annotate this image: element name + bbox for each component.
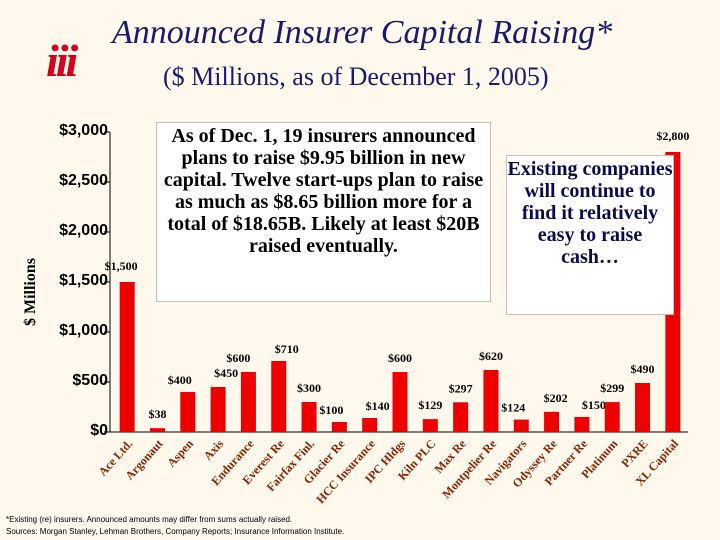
data-label: $400 bbox=[168, 373, 192, 387]
data-label: $600 bbox=[388, 351, 412, 365]
data-label: $450 bbox=[214, 366, 238, 380]
y-tick-label: $2,500 bbox=[59, 172, 108, 189]
bar bbox=[301, 402, 317, 432]
data-label: $297 bbox=[449, 381, 473, 395]
iii-logo: iii bbox=[46, 35, 78, 86]
data-label: $300 bbox=[297, 381, 321, 395]
bar bbox=[604, 402, 620, 432]
bar bbox=[392, 372, 408, 432]
data-label: $1,500 bbox=[105, 259, 138, 273]
bar bbox=[240, 372, 256, 432]
y-tick-label: $500 bbox=[72, 372, 108, 389]
bar bbox=[635, 383, 651, 432]
bar bbox=[453, 402, 469, 432]
bar bbox=[422, 419, 438, 432]
y-tick-label: $0 bbox=[90, 422, 108, 439]
bar bbox=[544, 411, 560, 432]
data-label: $38 bbox=[148, 407, 166, 421]
data-label: $202 bbox=[544, 391, 568, 405]
category-label: Aspen bbox=[164, 436, 196, 469]
annotation-right: Existing companies will continue to find… bbox=[506, 155, 674, 315]
data-label: $150 bbox=[582, 398, 606, 412]
bar bbox=[362, 418, 378, 432]
y-tick-label: $3,000 bbox=[59, 122, 108, 139]
y-tick-label: $2,000 bbox=[59, 222, 108, 239]
data-label: $2,800 bbox=[656, 129, 689, 143]
data-label: $620 bbox=[479, 349, 503, 363]
footnote: *Existing (re) insurers. Announced amoun… bbox=[6, 515, 293, 524]
bar bbox=[119, 282, 135, 432]
data-label: $710 bbox=[275, 342, 299, 356]
chart-subtitle: ($ Millions, as of December 1, 2005) bbox=[163, 62, 549, 91]
bar bbox=[149, 428, 165, 432]
bar bbox=[574, 417, 590, 432]
category-label: Axis bbox=[201, 436, 227, 462]
annotation-left: As of Dec. 1, 19 insurers announced plan… bbox=[156, 122, 491, 302]
bar bbox=[180, 392, 196, 432]
bar bbox=[331, 422, 347, 432]
data-label: $299 bbox=[600, 381, 624, 395]
data-label: $129 bbox=[418, 398, 442, 412]
bar bbox=[210, 387, 226, 432]
bar bbox=[483, 370, 499, 432]
data-label: $140 bbox=[366, 399, 390, 413]
data-label: $600 bbox=[226, 351, 250, 365]
chart-title: Announced Insurer Capital Raising* bbox=[112, 14, 613, 51]
y-tick-label: $1,500 bbox=[59, 272, 108, 289]
data-label: $490 bbox=[631, 362, 655, 376]
data-label: $124 bbox=[501, 401, 525, 415]
data-label: $100 bbox=[319, 403, 343, 417]
sources: Sources: Morgan Stanley, Lehman Brothers… bbox=[6, 527, 345, 536]
bar bbox=[271, 361, 287, 432]
y-tick-label: $1,000 bbox=[59, 322, 108, 339]
bar bbox=[513, 419, 529, 432]
